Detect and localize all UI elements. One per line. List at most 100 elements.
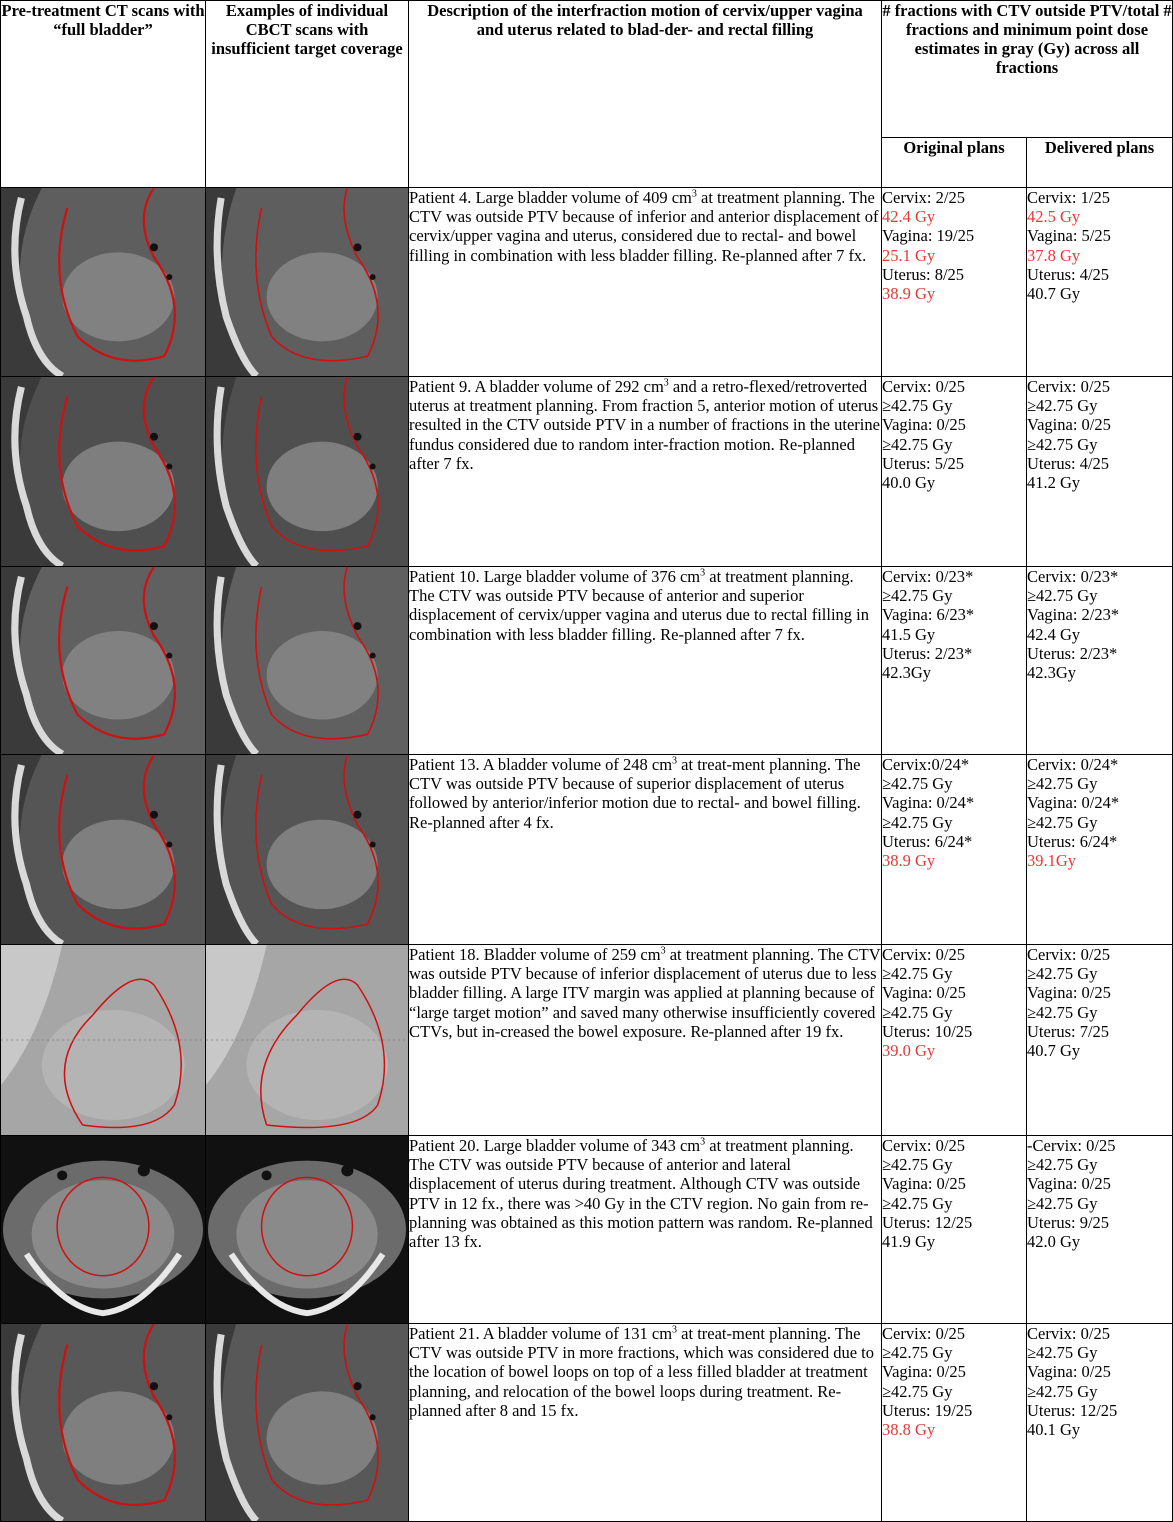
description-text: Patient 9. A bladder volume of 292 cm	[409, 377, 664, 396]
description-text: at treatment planning. The CTV was outsi…	[409, 188, 879, 265]
vagina: Vagina: 0/25	[1027, 1362, 1111, 1382]
vagina-dose: ≥42.75 Gy	[882, 1381, 953, 1401]
superscript-3: 3	[672, 1324, 678, 1336]
cervix-dose: ≥42.75 Gy	[882, 396, 953, 416]
description-cell: Patient 21. A bladder volume of 131 cm3 …	[408, 1323, 882, 1522]
uterus: Uterus: 12/25	[1027, 1400, 1118, 1420]
ct-scan-image	[0, 566, 206, 755]
uterus: Uterus: 10/25	[882, 1021, 973, 1041]
cervix: Cervix: 0/25	[882, 1136, 965, 1155]
vagina-dose: ≥42.75 Gy	[1027, 1381, 1098, 1401]
table-row: Patient 10. Large bladder volume of 376 …	[0, 566, 1173, 755]
vagina: Vagina: 0/25	[1027, 1174, 1111, 1194]
vagina-dose: ≥42.75 Gy	[882, 1002, 953, 1022]
vagina-dose: 37.8 Gy	[1027, 245, 1081, 265]
cervix: Cervix: 0/25	[882, 1324, 965, 1343]
uterus: Uterus: 2/23*	[882, 643, 973, 663]
vagina: Vagina: 0/24*	[882, 793, 975, 813]
delivered-plan-cell: -Cervix: 0/25 ≥42.75 Gy Vagina: 0/25 ≥42.75…	[1025, 1135, 1173, 1324]
superscript-3: 3	[663, 377, 669, 389]
cbct-scan-image	[205, 376, 409, 567]
ct-scan-image	[0, 187, 206, 377]
uterus: Uterus: 4/25	[1027, 264, 1110, 284]
cbct-scan-image	[205, 1135, 409, 1324]
description-cell: Patient 13. A bladder volume of 248 cm3 …	[408, 754, 882, 945]
uterus: Uterus: 8/25	[882, 264, 965, 284]
cervix: Cervix:0/24*	[882, 755, 970, 774]
cervix-dose: ≥42.75 Gy	[1027, 1343, 1098, 1363]
vagina-dose: 41.5 Gy	[882, 624, 936, 644]
delivered-plan-cell: Cervix: 0/23* ≥42.75 Gy Vagina: 2/23* 42.4 …	[1025, 566, 1173, 755]
cbct-scan-image	[205, 754, 409, 945]
original-plan-cell: Cervix: 0/23* ≥42.75 Gy Vagina: 6/23* 41.5 …	[881, 566, 1027, 755]
cervix-dose: 42.4 Gy	[882, 207, 936, 227]
header-fractions: # fractions with CTV outside PTV/total #…	[880, 0, 1173, 138]
description-cell: Patient 4. Large bladder volume of 409 c…	[408, 187, 882, 377]
vagina-dose: ≥42.75 Gy	[882, 812, 953, 832]
uterus-dose: 40.1 Gy	[1027, 1420, 1081, 1440]
vagina-dose: 42.4 Gy	[1027, 624, 1081, 644]
superscript-3: 3	[691, 188, 697, 200]
cervix-dose: ≥42.75 Gy	[882, 964, 953, 984]
description-text: Patient 4. Large bladder volume of 409 c…	[409, 188, 692, 207]
cervix-dose: ≥42.75 Gy	[1027, 396, 1098, 416]
superscript-3: 3	[672, 755, 678, 767]
cervix-dose: ≥42.75 Gy	[882, 1343, 953, 1363]
uterus-dose: 42.0 Gy	[1027, 1232, 1081, 1252]
description-text: at treatment planning. The CTV was outsi…	[409, 945, 881, 1041]
delivered-plan-cell: Cervix: 0/24* ≥42.75 Gy Vagina: 0/24* ≥42.7…	[1025, 754, 1173, 945]
description-text: and a retro-flexed/retroverted uterus at…	[409, 377, 880, 473]
cervix: Cervix: 0/24*	[1027, 755, 1119, 774]
vagina-dose: ≥42.75 Gy	[1027, 1002, 1098, 1022]
delivered-plan-cell: Cervix: 0/25 ≥42.75 Gy Vagina: 0/25 ≥42.75 …	[1025, 376, 1173, 567]
uterus: Uterus: 4/25	[1027, 453, 1110, 473]
uterus: Uterus: 19/25	[882, 1400, 973, 1420]
vagina: Vagina: 6/23*	[882, 605, 975, 625]
cervix-dose: ≥42.75 Gy	[882, 586, 953, 606]
table-row: Patient 13. A bladder volume of 248 cm3 …	[0, 754, 1173, 945]
uterus: Uterus: 2/23*	[1027, 643, 1118, 663]
vagina-dose: ≥42.75 Gy	[1027, 434, 1098, 454]
vagina: Vagina: 19/25	[882, 226, 975, 246]
description-text: at treat-ment planning. The CTV was outs…	[409, 755, 861, 832]
original-plan-cell: Cervix:0/24* ≥42.75 Gy Vagina: 0/24* ≥42.75…	[881, 754, 1027, 945]
description-text: Patient 20. Large bladder volume of 343 …	[409, 1136, 701, 1155]
uterus: Uterus: 5/25	[882, 453, 965, 473]
vagina: Vagina: 0/25	[882, 983, 966, 1003]
uterus-dose: 41.9 Gy	[882, 1232, 936, 1252]
description-text: Patient 10. Large bladder volume of 376 …	[409, 567, 701, 586]
cervix-dose: ≥42.75 Gy	[1027, 586, 1098, 606]
uterus-dose: 40.7 Gy	[1027, 1041, 1081, 1061]
ct-scan-image	[0, 376, 206, 567]
vagina: Vagina: 5/25	[1027, 226, 1111, 246]
uterus-dose: 39.0 Gy	[882, 1041, 936, 1061]
uterus-dose: 40.0 Gy	[882, 473, 936, 493]
delivered-plan-cell: Cervix: 0/25 ≥42.75 Gy Vagina: 0/25 ≥42.75 …	[1025, 944, 1173, 1136]
cervix: Cervix: 0/25	[1027, 945, 1110, 964]
vagina: Vagina: 0/24*	[1027, 793, 1120, 813]
uterus: Uterus: 6/24*	[1027, 831, 1118, 851]
superscript-3: 3	[700, 1136, 706, 1148]
header-cbct-examples: Examples of individual CBCT scans with i…	[205, 0, 409, 188]
original-plan-cell: Cervix: 0/25 ≥42.75 Gy Vagina: 0/25 ≥42.75 …	[881, 1135, 1027, 1324]
cervix: Cervix: 1/25	[1027, 188, 1110, 207]
vagina: Vagina: 0/25	[882, 1174, 966, 1194]
cervix: Cervix: 0/25	[1027, 377, 1110, 396]
vagina: Vagina: 0/25	[882, 1362, 966, 1382]
cervix: -Cervix: 0/25	[1027, 1136, 1116, 1155]
cbct-scan-image	[205, 566, 409, 755]
vagina: Vagina: 0/25	[1027, 415, 1111, 435]
cervix: Cervix: 0/25	[882, 945, 965, 964]
cervix-dose: ≥42.75 Gy	[882, 1155, 953, 1175]
cervix: Cervix: 2/25	[882, 188, 965, 207]
uterus-dose: 42.3Gy	[1027, 663, 1077, 683]
description-text: at treatment planning. The CTV was outsi…	[409, 1136, 873, 1252]
cbct-scan-image	[205, 1323, 409, 1522]
description-text: at treatment planning. The CTV was outsi…	[409, 567, 870, 644]
cervix-dose: ≥42.75 Gy	[1027, 1155, 1098, 1175]
ct-scan-image	[0, 1135, 206, 1324]
cbct-scan-image	[205, 187, 409, 377]
table-row: Patient 21. A bladder volume of 131 cm3 …	[0, 1323, 1173, 1522]
delivered-plan-cell: Cervix: 1/25 42.5 Gy Vagina: 5/25 37.8 Gy Ut…	[1025, 187, 1173, 377]
